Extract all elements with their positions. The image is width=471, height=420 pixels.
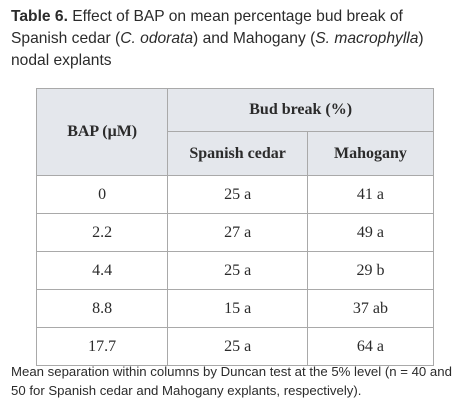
table-row: 4.4 25 a 29 b — [35, 251, 435, 290]
table-row: 17.7 25 a 64 a — [35, 327, 435, 366]
table-footnote: Mean separation within columns by Duncan… — [11, 364, 452, 398]
header-spanish-cedar: Spanish cedar — [167, 131, 308, 176]
caption-text-part3: ) nodal explants — [11, 30, 424, 69]
cell-mahogany: 64 a — [306, 327, 435, 366]
table-header-row-1: BAP (μM) Bud break (%) — [35, 88, 434, 176]
cell-bap: 0 — [35, 175, 169, 214]
cell-mahogany: 49 a — [306, 213, 435, 252]
cell-bap: 4.4 — [35, 251, 169, 290]
header-mahogany: Mahogany — [306, 131, 435, 176]
cell-spanish-cedar: 25 a — [167, 175, 308, 214]
cell-spanish-cedar: 25 a — [167, 251, 308, 290]
cell-spanish-cedar: 27 a — [167, 213, 308, 252]
bud-break-table-wrapper: BAP (μM) Bud break (%) Spanish cedar Mah… — [35, 88, 435, 366]
header-bap: BAP (μM) — [35, 88, 169, 176]
table-caption: Table 6. Effect of BAP on mean percentag… — [11, 6, 461, 72]
table-row: 0 25 a 41 a — [35, 175, 435, 214]
cell-bap: 2.2 — [35, 213, 169, 252]
caption-species-mahogany: S. macrophylla — [315, 30, 419, 47]
caption-text-part2: ) and Mahogany ( — [193, 30, 316, 47]
cell-mahogany: 29 b — [306, 251, 435, 290]
table-row: 8.8 15 a 37 ab — [35, 289, 435, 328]
cell-mahogany: 41 a — [306, 175, 435, 214]
caption-label: Table 6. — [11, 8, 68, 25]
cell-bap: 17.7 — [35, 327, 169, 366]
caption-text-part1: Effect of BAP on mean percentage bud bre… — [11, 8, 403, 47]
header-bud-break: Bud break (%) — [167, 88, 434, 132]
table-row: 2.2 27 a 49 a — [35, 213, 435, 252]
bud-break-table: BAP (μM) Bud break (%) Spanish cedar Mah… — [35, 88, 435, 366]
cell-bap: 8.8 — [35, 289, 169, 328]
cell-spanish-cedar: 15 a — [167, 289, 308, 328]
cell-mahogany: 37 ab — [306, 289, 435, 328]
table-header-row-2: Spanish cedar Mahogany — [37, 131, 435, 176]
caption-species-cedar: C. odorata — [120, 30, 194, 47]
cell-spanish-cedar: 25 a — [167, 327, 308, 366]
